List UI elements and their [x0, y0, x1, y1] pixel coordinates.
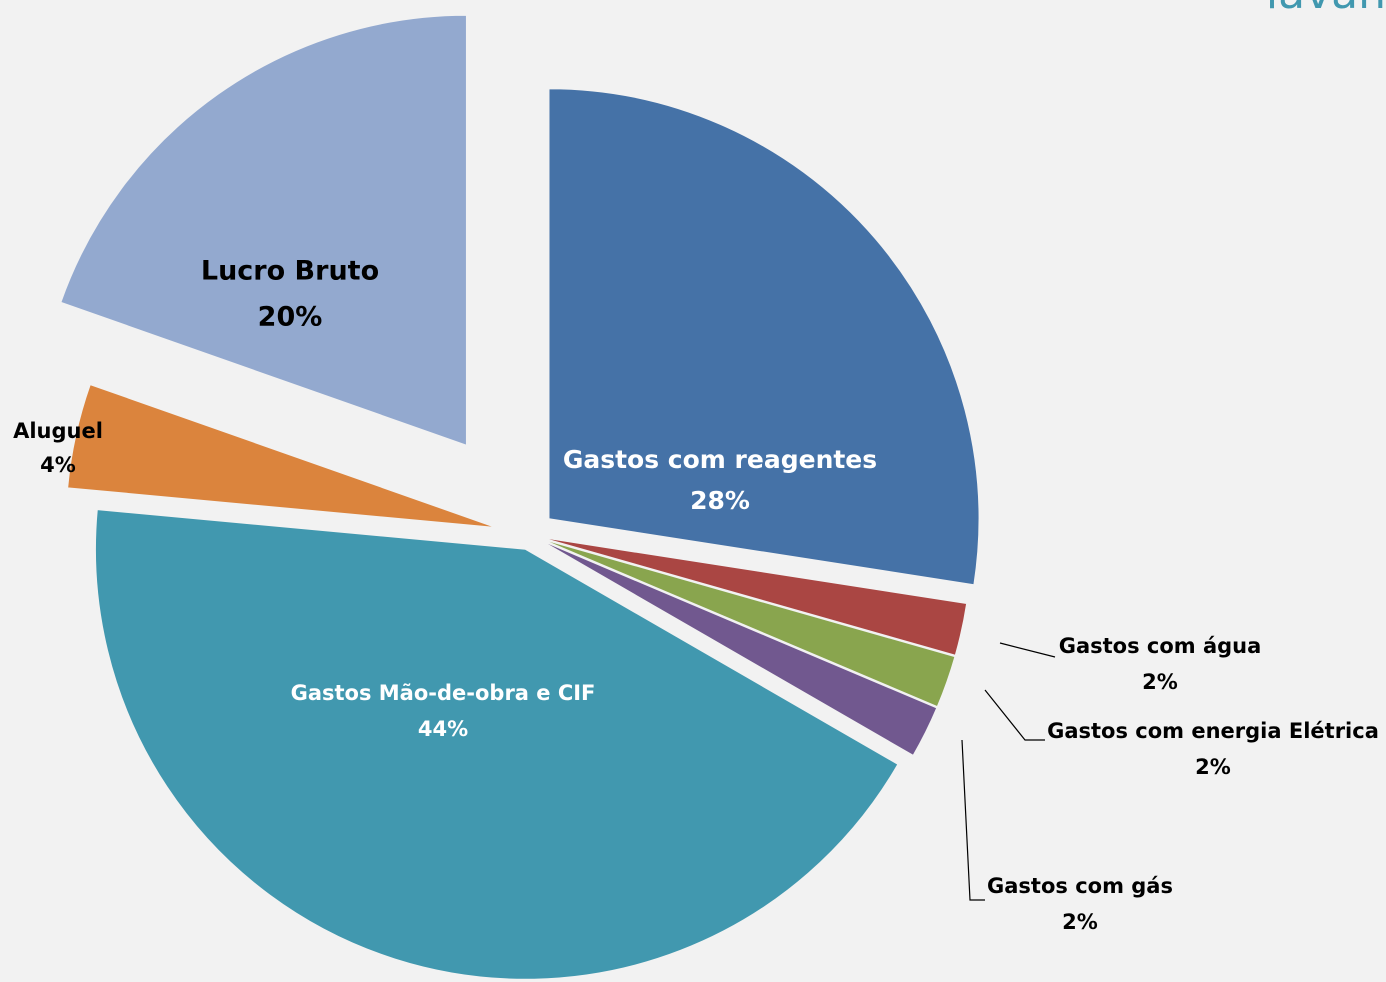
slice-label: Gastos com reagentes — [563, 445, 877, 474]
slice-label: Gastos com gás — [987, 874, 1173, 898]
leader-line — [984, 689, 1045, 741]
pie-slice — [67, 383, 496, 529]
slice-label: Lucro Bruto — [201, 256, 379, 287]
pie-slice — [548, 88, 980, 586]
slice-label: Gastos com água — [1059, 634, 1262, 658]
value-label: 28% — [690, 486, 750, 515]
value-label: 2% — [1195, 755, 1231, 779]
pie-slice — [540, 539, 938, 757]
value-label: 2% — [1062, 910, 1098, 934]
value-label: 2% — [1142, 670, 1178, 694]
slice-label: Gastos Mão-de-obra e CIF — [291, 681, 596, 705]
pie-slice — [541, 538, 956, 708]
slice-label: Aluguel — [13, 419, 103, 443]
chart-title: lavan — [1266, 0, 1386, 19]
leader-line — [999, 642, 1056, 658]
slice-label: Gastos com energia Elétrica — [1047, 719, 1379, 743]
value-label: 4% — [40, 453, 76, 477]
leader-line — [961, 739, 985, 901]
pie-slice — [94, 509, 899, 980]
value-label: 20% — [258, 302, 323, 333]
value-label: 44% — [418, 717, 468, 741]
pie-slice — [60, 14, 467, 446]
pie-slice — [541, 537, 968, 656]
